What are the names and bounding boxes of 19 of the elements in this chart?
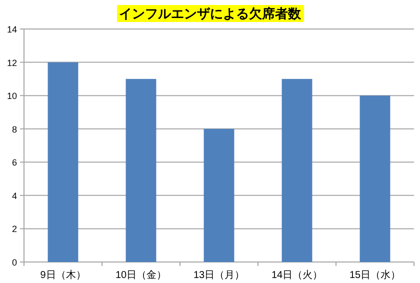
y-tick-label: 0	[12, 258, 17, 268]
x-tick-label: 15日（水）	[349, 269, 401, 281]
bar	[282, 78, 312, 262]
y-tick-label: 4	[12, 190, 17, 201]
x-tick-label: 14日（火）	[271, 269, 323, 281]
y-tick-label: 12	[6, 58, 17, 68]
y-tick-label: 10	[6, 91, 17, 102]
y-tick-label: 14	[6, 24, 17, 34]
bar	[126, 78, 156, 262]
x-tick-label: 10日（金）	[115, 269, 167, 281]
y-tick-label: 2	[12, 224, 17, 234]
bar	[48, 62, 78, 262]
chart-title: インフルエンザによる欠席者数	[119, 6, 302, 21]
y-tick-label: 8	[12, 124, 17, 134]
bar	[204, 128, 234, 262]
x-tick-label: 13日（月）	[193, 270, 245, 281]
bar	[360, 96, 390, 262]
x-tick-label: 9日（木）	[40, 269, 86, 281]
y-tick-label: 6	[12, 158, 17, 168]
